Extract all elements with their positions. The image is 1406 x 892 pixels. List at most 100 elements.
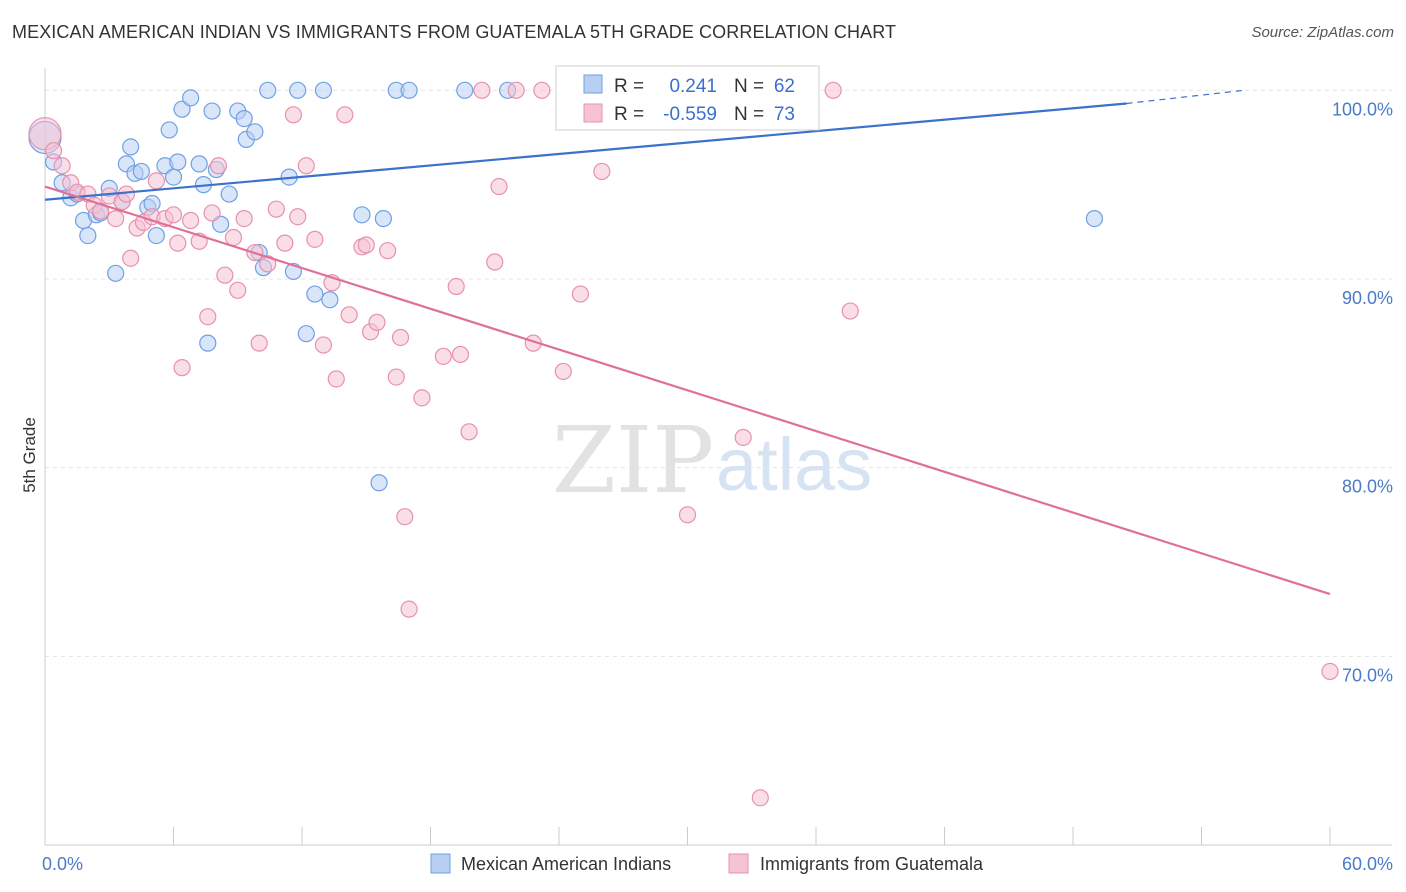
stats-n-label-pink: N =: [734, 104, 764, 125]
point-pink-37: [297, 157, 315, 175]
point-pink-69: [751, 789, 769, 807]
y-tick-label-1: 90.0%: [1342, 288, 1393, 308]
series-legend: Mexican American Indians Immigrants from…: [430, 853, 984, 874]
y-tick-labels: 100.0% 90.0% 80.0% 70.0%: [1332, 99, 1393, 685]
point-pink-66: [593, 162, 611, 181]
point-blue-33: [235, 110, 253, 128]
trend-line-blue: [44, 102, 1127, 201]
x-tick-label-1: 60.0%: [1342, 854, 1393, 874]
point-blue-35: [246, 123, 264, 141]
point-pink-16: [147, 172, 165, 190]
legend-swatch-pink: [728, 853, 749, 874]
source-credit: Source: ZipAtlas.com: [1251, 24, 1394, 41]
point-blue-23: [173, 100, 191, 118]
stats-n-value-pink: 73: [774, 104, 795, 125]
watermark: ZIP atlas: [552, 407, 872, 514]
point-pink-12: [122, 249, 140, 267]
point-pink-38: [306, 230, 324, 248]
point-pink-72: [1321, 662, 1339, 681]
point-blue-28: [203, 102, 221, 120]
point-pink-53: [413, 389, 431, 407]
point-pink-21: [182, 211, 200, 230]
stats-swatch-pink: [583, 103, 603, 123]
point-pink-26: [216, 266, 234, 284]
point-blue-25: [190, 155, 208, 173]
point-pink-33: [267, 200, 285, 218]
point-pink-2: [53, 157, 71, 175]
point-pink-56: [451, 345, 470, 364]
stats-r-label-blue: R =: [614, 76, 644, 97]
y-tick-label-3: 70.0%: [1342, 665, 1393, 685]
point-pink-67: [678, 506, 697, 524]
point-blue-13: [122, 138, 140, 156]
point-pink-49: [387, 368, 405, 386]
point-pink-32: [259, 255, 277, 273]
y-axis-label: 5th Grade: [20, 417, 39, 493]
point-pink-25: [209, 157, 228, 175]
point-blue-6: [79, 226, 97, 245]
point-pink-18: [164, 206, 183, 224]
point-pink-24: [203, 204, 221, 222]
point-pink-42: [336, 106, 354, 124]
axes: [44, 68, 1392, 846]
point-pink-71: [841, 302, 859, 320]
point-blue-30: [212, 215, 230, 233]
point-blue-41: [289, 81, 307, 99]
point-pink-63: [533, 81, 551, 99]
point-blue-47: [370, 474, 388, 492]
x-tick-labels: 0.0% 60.0%: [42, 854, 1393, 874]
stats-r-label-pink: R =: [614, 104, 644, 125]
point-blue-38: [259, 81, 277, 99]
point-blue-18: [147, 226, 165, 245]
point-pink-70: [824, 81, 842, 99]
point-blue-55: [1085, 210, 1104, 228]
point-pink-28: [229, 281, 247, 299]
point-blue-24: [182, 89, 200, 107]
point-pink-57: [460, 423, 478, 441]
point-blue-48: [374, 210, 392, 228]
data-points: [28, 81, 1339, 807]
point-pink-48: [379, 242, 397, 260]
point-blue-50: [400, 81, 418, 99]
stats-n-value-blue: 62: [774, 76, 795, 97]
point-blue-43: [306, 285, 324, 303]
point-pink-39: [314, 336, 333, 354]
point-pink-65: [571, 285, 590, 303]
point-pink-0: [28, 117, 62, 151]
legend-swatch-blue: [430, 853, 451, 874]
point-blue-20: [160, 121, 178, 139]
point-blue-44: [314, 81, 333, 99]
y-tick-label-0: 100.0%: [1332, 99, 1393, 119]
chart-title: MEXICAN AMERICAN INDIAN VS IMMIGRANTS FR…: [12, 22, 897, 42]
trend-lines: [44, 89, 1331, 596]
point-pink-20: [173, 359, 191, 377]
point-pink-54: [434, 347, 452, 365]
point-pink-31: [250, 334, 268, 352]
stats-swatch-blue: [583, 74, 603, 94]
point-pink-55: [447, 277, 465, 296]
point-pink-60: [490, 177, 508, 196]
stats-r-value-blue: 0.241: [669, 76, 717, 97]
point-pink-34: [276, 234, 294, 252]
point-pink-59: [486, 253, 504, 271]
point-blue-45: [321, 291, 339, 309]
point-pink-9: [107, 210, 125, 228]
point-pink-47: [368, 313, 386, 331]
point-blue-51: [456, 81, 474, 99]
stats-r-value-pink: -0.559: [663, 104, 717, 125]
point-blue-46: [353, 206, 371, 224]
point-pink-52: [400, 600, 418, 618]
point-blue-31: [220, 185, 238, 203]
watermark-zip: ZIP: [552, 407, 714, 514]
point-pink-29: [235, 210, 253, 228]
point-blue-27: [199, 334, 217, 352]
point-pink-68: [734, 428, 752, 447]
point-blue-15: [132, 162, 150, 181]
point-blue-22: [169, 153, 187, 171]
point-pink-64: [554, 362, 572, 381]
point-pink-43: [340, 306, 358, 324]
point-blue-21: [164, 168, 183, 186]
point-pink-51: [396, 508, 414, 526]
legend-label-blue: Mexican American Indians: [461, 854, 671, 874]
point-blue-42: [297, 325, 315, 343]
